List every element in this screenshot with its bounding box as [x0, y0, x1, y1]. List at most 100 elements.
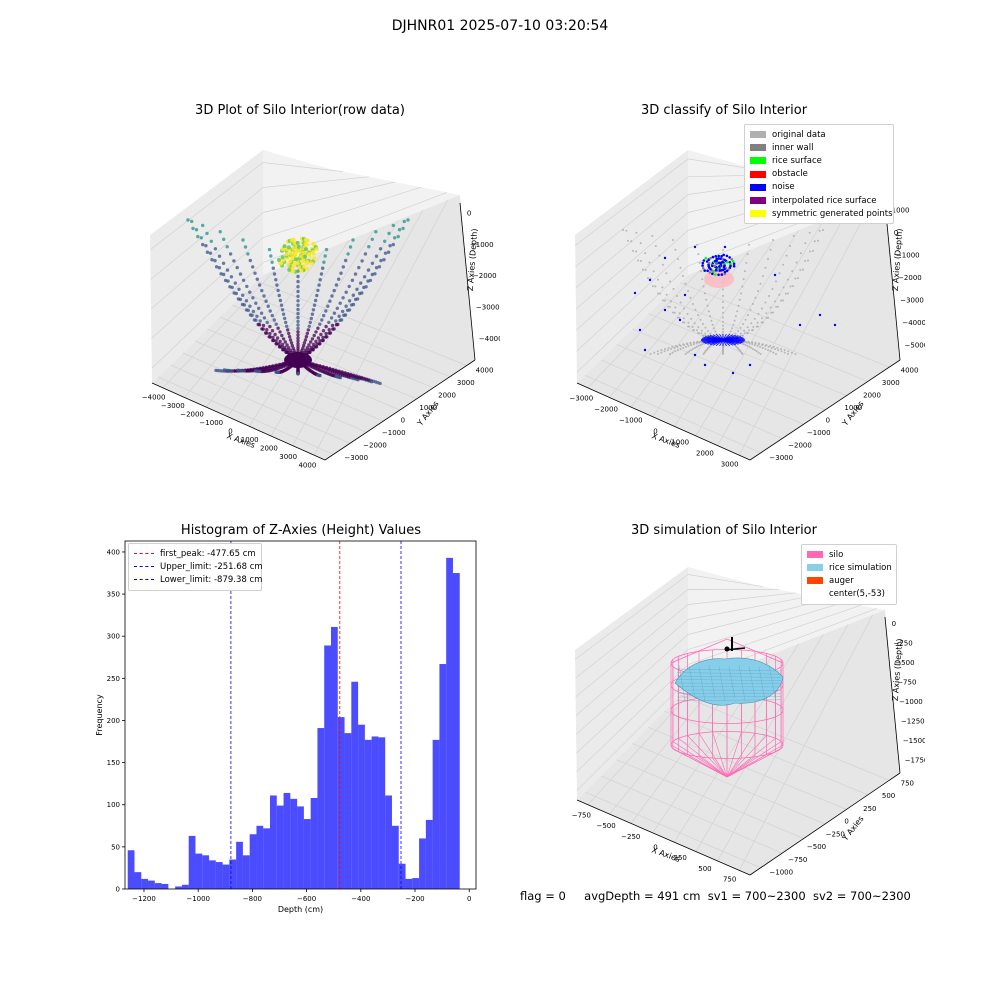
scatter-point [277, 293, 281, 298]
scatter-point [281, 337, 286, 341]
classified-point [625, 229, 628, 232]
y-tick-label: 50 [111, 843, 120, 851]
classified-point [722, 330, 724, 333]
grid-line [575, 589, 780, 679]
scatter-point [235, 265, 239, 270]
grid-line [616, 759, 804, 839]
classified-point [668, 305, 671, 308]
avg-depth-value: avgDepth = 491 cm [584, 889, 701, 903]
grid-line [313, 199, 448, 456]
classified-point [627, 239, 629, 242]
classified-point [684, 345, 687, 348]
x-axis-label: X Axies [650, 431, 681, 450]
y-tick-label: 0 [401, 416, 405, 424]
x-tick-label: 1000 [671, 439, 689, 447]
scatter-point [332, 311, 337, 315]
y-tick-label: 4000 [901, 366, 919, 374]
classified-point [715, 259, 718, 262]
grid-line [249, 229, 375, 427]
classified-point [780, 299, 782, 302]
classified-point [754, 341, 757, 344]
legend-label: noise [772, 182, 795, 193]
floor-pane [577, 687, 900, 875]
histogram-bar [297, 806, 304, 889]
classified-point [770, 311, 773, 314]
classified-point [679, 301, 682, 304]
classified-point [700, 329, 703, 332]
scatter-point [248, 258, 252, 263]
classified-point [653, 351, 656, 354]
scatter-point [205, 250, 210, 254]
classified-point [651, 234, 654, 237]
scatter-point [322, 260, 326, 264]
scatter-point [298, 254, 303, 259]
classified-point [751, 329, 753, 332]
noise-ray [722, 339, 727, 347]
classify-plot-title: 3D classify of Silo Interior [640, 103, 808, 118]
classified-point [765, 316, 768, 319]
x-tick-label: 4000 [298, 462, 316, 470]
classified-point [701, 343, 704, 346]
scatter-point [383, 239, 387, 243]
legend-label: auger [829, 575, 854, 586]
classified-point [739, 334, 742, 337]
classified-point [722, 306, 724, 309]
y-tick-label: −3000 [344, 454, 368, 462]
classified-point [669, 280, 671, 283]
scatter-point [271, 266, 275, 270]
scatter-point [358, 291, 362, 296]
scatter-point [373, 272, 377, 276]
scatter-point [353, 297, 358, 302]
classified-point [787, 292, 789, 295]
classified-point [757, 290, 759, 292]
classified-point [817, 239, 819, 242]
classified-point [694, 308, 697, 311]
x-tick-label: 0 [653, 844, 657, 852]
x-tick-label: 750 [723, 876, 736, 884]
legend-swatch [750, 170, 766, 178]
classified-point [769, 344, 772, 347]
y-tick-label: −2000 [788, 441, 812, 449]
scatter-point [303, 338, 308, 342]
classified-point [701, 278, 704, 281]
histogram-bar [154, 883, 162, 889]
classified-point [649, 353, 652, 355]
scatter-point [265, 328, 269, 332]
scatter-point [319, 272, 324, 276]
classified-point [789, 245, 792, 247]
classified-point [813, 240, 816, 243]
x-axis-label: Depth (cm) [278, 905, 323, 914]
classified-point [687, 344, 690, 347]
classified-point [743, 329, 746, 332]
z-tick-label: −2000 [898, 274, 922, 282]
noise-point [643, 348, 647, 352]
flag-value: flag = 0 [520, 889, 566, 903]
x-tick-label: −4000 [142, 393, 166, 401]
y-tick-label: 1000 [419, 404, 437, 412]
silo-line [726, 731, 742, 778]
left-pane [575, 567, 688, 800]
classified-point [782, 299, 784, 302]
histogram-bar [310, 798, 318, 889]
scatter-point [264, 299, 268, 303]
scatter-point [248, 290, 252, 294]
grid-line [616, 344, 804, 425]
classified-point [780, 348, 782, 350]
scatter-point [329, 316, 334, 320]
scatter-point [186, 218, 190, 222]
scatter-point [258, 319, 262, 323]
mesh-line [676, 699, 782, 701]
grid-line [256, 280, 467, 366]
scatter-point [296, 294, 300, 298]
classified-point [789, 285, 792, 288]
classified-point [792, 285, 794, 288]
scatter-point [229, 275, 234, 279]
grid-line [664, 297, 868, 382]
classified-point [698, 341, 701, 344]
scatter-point [295, 240, 300, 245]
scatter-point [296, 326, 300, 331]
y-tick-label: 0 [116, 886, 120, 894]
classified-point [744, 318, 747, 321]
y-tick-label: 0 [826, 416, 830, 424]
scatter-point [241, 278, 246, 282]
